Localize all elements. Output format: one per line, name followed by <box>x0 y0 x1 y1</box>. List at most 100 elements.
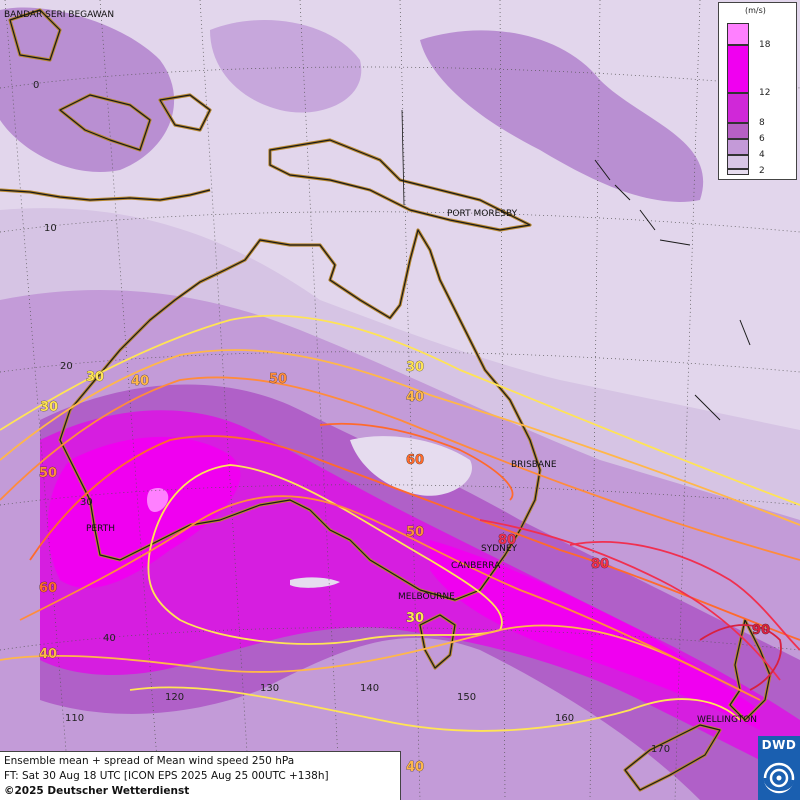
tasmania-coast <box>419 614 456 669</box>
contour-label: 30 <box>40 400 58 415</box>
longitude-line <box>499 0 506 800</box>
legend-swatch <box>727 155 749 169</box>
coastlines <box>0 8 772 792</box>
contour-60 <box>29 435 800 641</box>
spread-low-pocket <box>290 577 340 588</box>
city-label: SYDNEY <box>481 544 518 554</box>
contour-label: 80 <box>591 557 609 572</box>
forecast-time: FT: Sat 30 Aug 18 UTC [ICON EPS 2025 Aug… <box>4 770 329 782</box>
longitude-line <box>399 0 421 800</box>
indonesia-islands-coast <box>0 9 211 201</box>
contour-40 <box>0 349 800 526</box>
contour-30 <box>129 686 741 732</box>
wind-contours <box>0 314 800 732</box>
dwd-logo-text: DWD <box>761 738 797 752</box>
contour-label: 50 <box>269 372 287 387</box>
contour-label: 30 <box>86 370 104 385</box>
legend-tick: 12 <box>759 88 771 98</box>
latitude-label: 20 <box>60 361 73 372</box>
latitude-line <box>0 627 800 651</box>
contour-30 <box>0 314 800 506</box>
latitude-line <box>0 211 800 233</box>
color-legend: (m/s) 18 12 8 6 4 2 <box>718 2 797 180</box>
longitude-line <box>299 0 341 800</box>
new-caledonia-coast <box>694 394 721 421</box>
legend-swatch <box>727 169 749 175</box>
legend-tick: 6 <box>759 134 765 144</box>
legend-unit: (m/s) <box>745 6 766 15</box>
legend-tick: 18 <box>759 40 771 50</box>
contour-label: 30 <box>406 611 424 626</box>
contour-50 <box>0 376 800 561</box>
contour-30 <box>147 464 503 645</box>
city-label: BRISBANE <box>511 460 557 470</box>
latitude-line <box>0 66 800 89</box>
legend-tick: 4 <box>759 150 765 160</box>
coordinate-labels: 0 10 20 30 40 110 120 130 140 150 160 17… <box>33 80 670 755</box>
contour-80 <box>569 541 800 651</box>
longitude-line <box>589 0 601 800</box>
latitude-label: 0 <box>33 80 39 91</box>
contour-label: 30 <box>406 360 424 375</box>
product-title: Ensemble mean + spread of Mean wind spee… <box>4 755 295 767</box>
contour-label: 80 <box>498 533 516 548</box>
legend-swatch <box>727 139 749 155</box>
spread-low-pocket <box>350 436 472 496</box>
spread-jet-peak <box>47 436 241 589</box>
longitude-label: 110 <box>65 713 84 724</box>
longitude-line <box>674 0 701 800</box>
spread-tropical-patch <box>420 30 704 202</box>
longitude-line <box>199 0 251 800</box>
longitude-line <box>4 0 71 800</box>
contour-label: 40 <box>131 374 149 389</box>
spread-tropical-patch <box>0 7 175 172</box>
solomon-islands-coast <box>594 159 691 246</box>
spread-max <box>147 488 169 512</box>
new-guinea-coast <box>269 139 531 231</box>
contour-40 <box>0 624 701 673</box>
contour-80 <box>479 519 781 681</box>
legend-tick: 8 <box>759 118 765 128</box>
latitude-line <box>0 351 800 373</box>
contour-label: 40 <box>406 390 424 405</box>
vanuatu-coast <box>739 319 751 346</box>
legend-swatch <box>727 93 749 123</box>
city-labels: BANDAR SERI BEGAWAN PORT MORESBY BRISBAN… <box>4 10 757 725</box>
contour-label: 40 <box>39 647 57 662</box>
legend-swatch <box>727 23 749 45</box>
dwd-swirl-icon <box>763 762 795 794</box>
city-label: MELBOURNE <box>398 592 455 602</box>
legend-swatch <box>727 123 749 139</box>
png-border <box>401 109 405 206</box>
latitude-label: 30 <box>80 497 93 508</box>
contour-label: 50 <box>406 525 424 540</box>
city-label: PORT MORESBY <box>447 209 518 219</box>
city-label-top-left: BANDAR SERI BEGAWAN <box>4 10 114 20</box>
spread-jet-high <box>40 410 800 780</box>
australia-coast <box>59 229 541 601</box>
city-label: CANBERRA <box>451 561 501 571</box>
contour-label: 90 <box>752 623 770 638</box>
longitude-label: 130 <box>260 683 279 694</box>
longitude-line <box>99 0 161 800</box>
longitude-label: 140 <box>360 683 379 694</box>
copyright: ©2025 Deutscher Wetterdienst <box>4 785 190 797</box>
contour-50 <box>19 495 761 701</box>
contour-90 <box>699 624 782 691</box>
new-zealand-south-coast <box>624 724 721 791</box>
contour-labels: 30 30 30 30 40 40 40 40 50 50 50 60 60 8… <box>39 360 771 776</box>
longitude-label: 160 <box>555 713 574 724</box>
dwd-logo: DWD <box>758 736 800 800</box>
longitude-label: 150 <box>457 692 476 703</box>
legend-tick: 2 <box>759 166 765 176</box>
latitude-label: 40 <box>103 633 116 644</box>
latitude-line <box>0 484 800 506</box>
contour-label: 60 <box>39 581 57 596</box>
latitude-label: 10 <box>44 223 57 234</box>
contour-60 <box>319 422 514 501</box>
contour-label: 50 <box>39 466 57 481</box>
